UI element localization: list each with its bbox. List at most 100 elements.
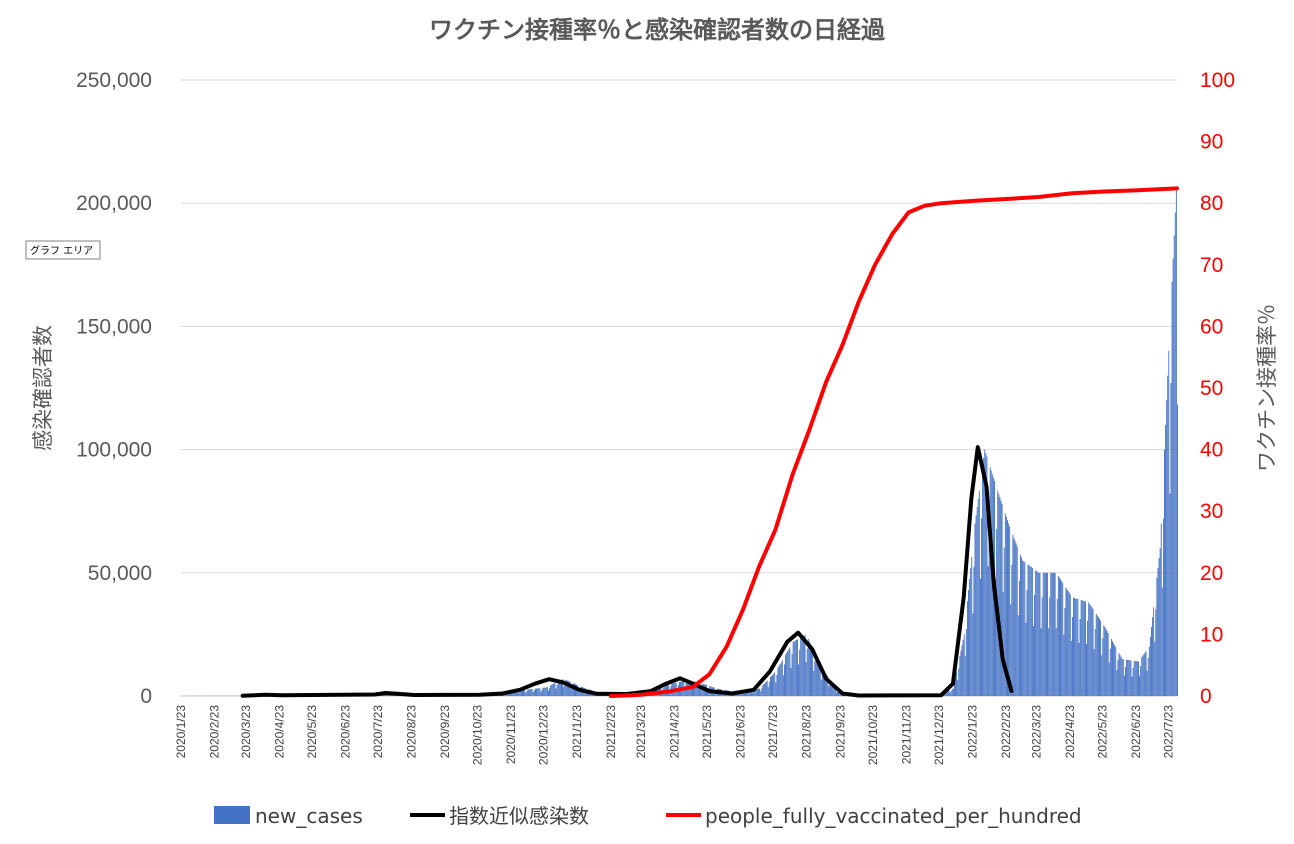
bar <box>977 498 979 696</box>
bar <box>529 689 531 696</box>
bar <box>787 651 789 696</box>
bar <box>738 692 740 696</box>
bar <box>801 636 803 696</box>
x-tick-label: 2021/4/23 <box>668 705 682 759</box>
bar <box>1034 594 1036 696</box>
bar <box>748 690 750 696</box>
left-tick-label: 100,000 <box>76 439 152 462</box>
bar <box>761 688 763 696</box>
bar <box>1023 561 1025 696</box>
bar <box>525 692 527 696</box>
bar <box>1076 598 1078 696</box>
left-axis-ticks: 0 50,000 100,000 150,000 200,000 250,000 <box>76 69 152 708</box>
bar <box>804 635 806 696</box>
x-tick-label: 2021/5/23 <box>700 705 714 759</box>
bar <box>542 687 544 696</box>
bar <box>569 681 571 696</box>
bar <box>519 690 521 696</box>
bar <box>567 680 569 696</box>
bar <box>573 683 575 696</box>
bar <box>759 688 761 696</box>
bar <box>835 692 837 696</box>
bar <box>1145 651 1147 696</box>
bar <box>707 690 709 696</box>
bar <box>786 652 788 696</box>
bar <box>1001 503 1003 696</box>
bar <box>1113 643 1115 696</box>
bar <box>557 681 559 696</box>
bar <box>522 690 523 696</box>
bar <box>532 692 534 696</box>
x-tick-label: 2021/11/23 <box>899 705 913 764</box>
bar <box>561 679 562 696</box>
bar <box>540 691 542 696</box>
bar <box>769 677 771 696</box>
bar <box>1101 655 1103 696</box>
bar <box>1079 618 1081 696</box>
bar <box>1129 660 1131 696</box>
bar <box>988 510 990 696</box>
bar <box>982 466 984 696</box>
bar <box>979 578 981 696</box>
bar <box>981 518 982 696</box>
bar <box>1066 589 1068 696</box>
bar <box>696 681 698 696</box>
bar <box>1060 579 1061 696</box>
bar <box>797 639 798 696</box>
bar <box>747 690 749 696</box>
bar <box>817 659 819 696</box>
bar <box>570 688 572 696</box>
bar <box>1069 594 1071 696</box>
bar <box>1177 404 1178 696</box>
bar <box>821 673 823 696</box>
x-tick-label: 2022/6/23 <box>1129 705 1143 759</box>
bar <box>959 656 961 696</box>
bar <box>789 647 791 696</box>
chart-area-tag-text: グラフ エリア <box>30 244 93 257</box>
bar <box>1109 648 1111 696</box>
bar <box>969 578 971 696</box>
bar <box>825 673 827 696</box>
x-tick-label: 2022/1/23 <box>965 705 979 759</box>
bar <box>568 681 570 696</box>
bar <box>1170 383 1172 696</box>
bar <box>515 690 517 696</box>
bar <box>1086 644 1087 696</box>
right-tick-label: 60 <box>1200 315 1223 338</box>
bar <box>1035 570 1037 696</box>
x-tick-label: 2020/7/23 <box>371 705 385 759</box>
bar <box>1104 627 1106 696</box>
bar <box>1153 607 1155 696</box>
bar <box>1054 572 1056 696</box>
bar <box>811 645 812 696</box>
bar <box>750 690 752 696</box>
bar <box>768 681 770 696</box>
bar <box>1120 657 1122 696</box>
bar <box>1158 558 1160 696</box>
bar <box>510 693 512 696</box>
bar <box>1089 604 1091 696</box>
bar <box>1125 666 1126 696</box>
x-tick-label: 2021/8/23 <box>800 705 814 759</box>
bar <box>550 685 552 696</box>
left-tick-label: 0 <box>140 685 152 708</box>
bar <box>1002 592 1004 696</box>
bar <box>1026 590 1028 696</box>
legend-label-vaccinated: people_fully_vaccinated_per_hundred <box>705 804 1082 828</box>
bar <box>1123 675 1125 696</box>
bar <box>1062 582 1064 696</box>
bar <box>545 687 547 696</box>
bar <box>1082 600 1084 696</box>
bar <box>798 664 800 696</box>
bar <box>1047 572 1049 696</box>
bar <box>1020 554 1021 696</box>
bar <box>953 683 955 696</box>
bar <box>558 680 560 696</box>
bar <box>1080 600 1082 696</box>
bar <box>1057 576 1059 696</box>
bar <box>1064 607 1066 696</box>
bar <box>794 640 796 696</box>
bar <box>1146 670 1148 696</box>
bar <box>1037 571 1039 696</box>
bar <box>556 684 558 696</box>
